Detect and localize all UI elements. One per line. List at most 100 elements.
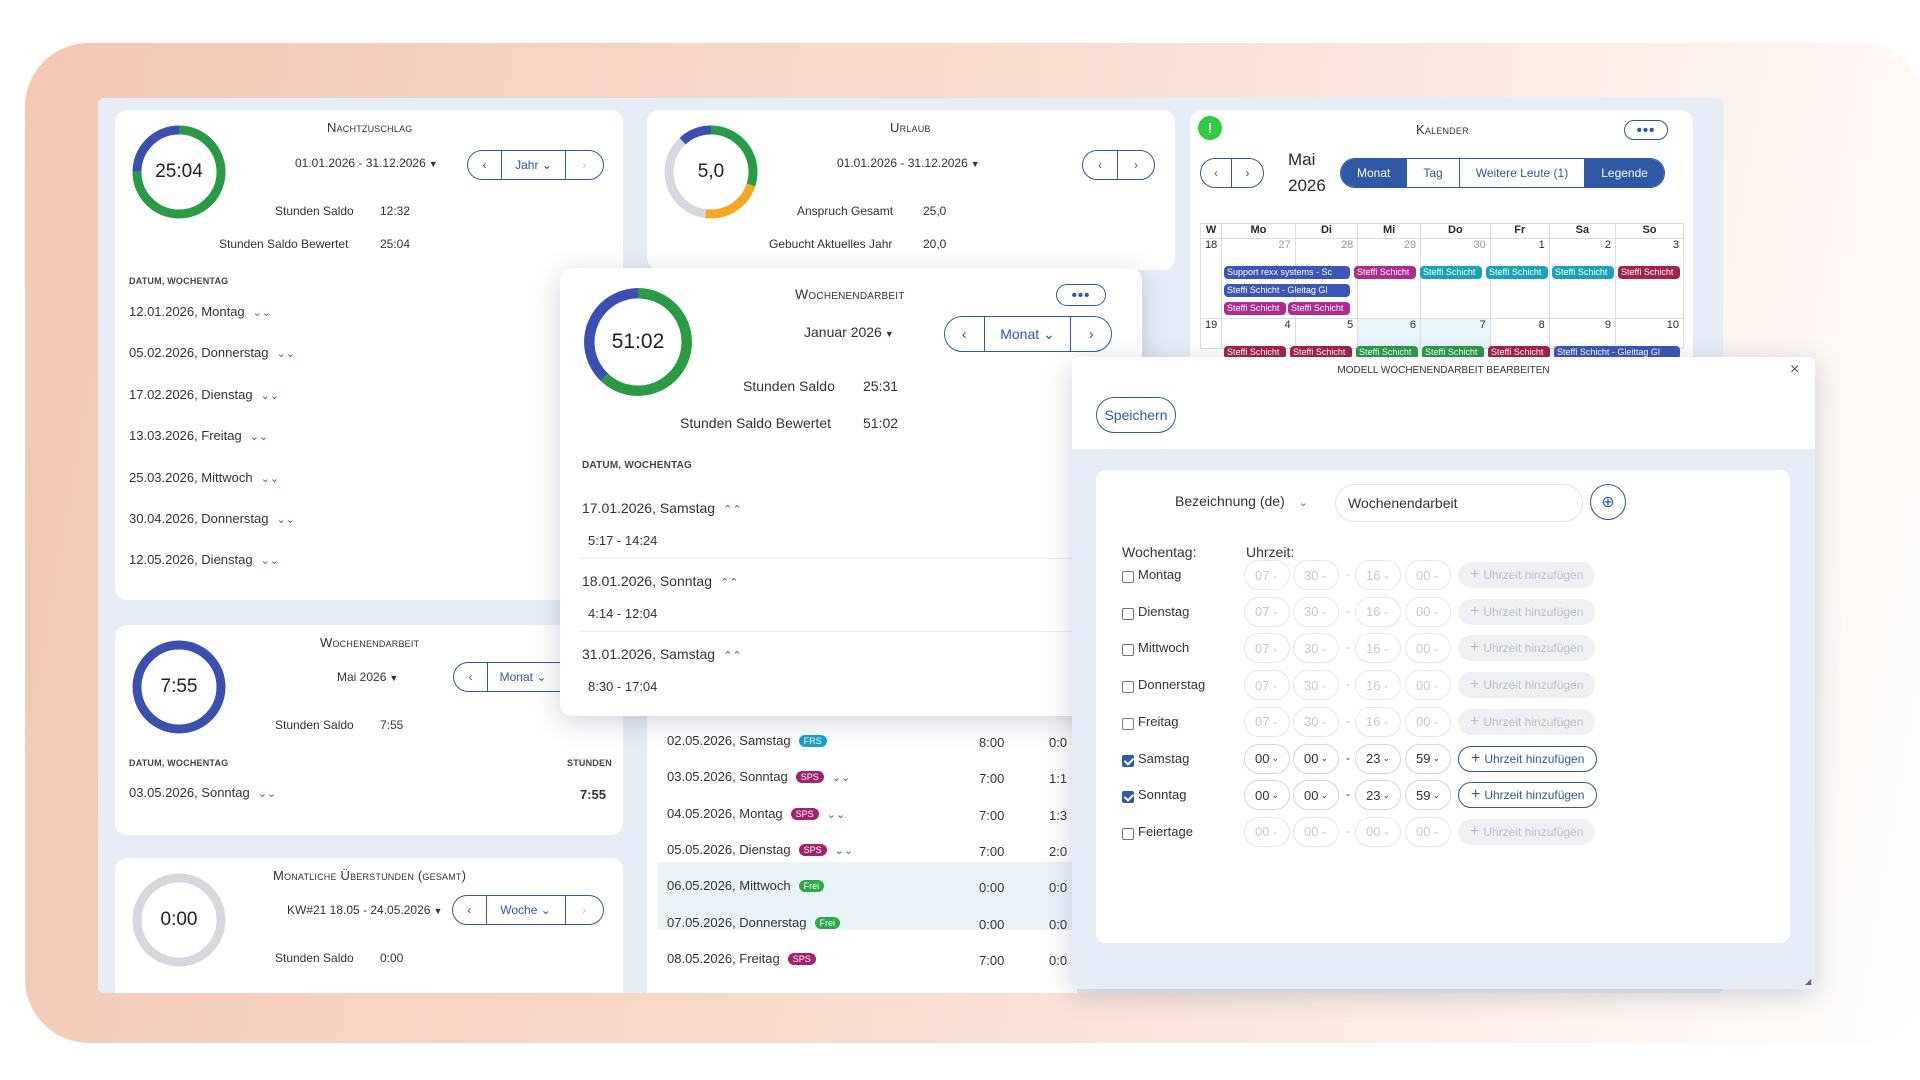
list-item[interactable]: 30.04.2026, Donnerstag ⌄⌄ — [129, 511, 295, 526]
add-time-button[interactable]: + Uhrzeit hinzufügen — [1458, 782, 1598, 809]
calendar-event[interactable]: Steffi Schicht — [1224, 346, 1286, 359]
list-item[interactable]: 07.05.2026, Donnerstag Frei — [667, 915, 840, 930]
tab-legende[interactable]: Legende — [1585, 159, 1664, 187]
close-icon[interactable]: × — [1790, 361, 1800, 378]
period-select[interactable]: Monat ⌄ — [985, 317, 1072, 351]
end-minute-select[interactable]: 00 ⌄ — [1405, 560, 1451, 590]
end-hour-select[interactable]: 16 ⌄ — [1355, 670, 1401, 701]
list-item[interactable]: 05.02.2026, Donnerstag ⌄⌄ — [129, 345, 295, 360]
start-hour-select[interactable]: 07 ⌄ — [1244, 633, 1290, 664]
checkbox-dienstag[interactable] — [1122, 607, 1134, 620]
tab-tag[interactable]: Tag — [1407, 159, 1460, 187]
calendar-day[interactable]: 7 — [1419, 318, 1491, 349]
end-hour-select[interactable]: 00 ⌄ — [1355, 816, 1401, 847]
prev-button[interactable]: ‹ — [453, 896, 487, 924]
add-time-button[interactable]: + Uhrzeit hinzufügen — [1458, 818, 1596, 845]
list-item[interactable]: 05.05.2026, Dienstag SPS ⌄⌄ — [667, 842, 853, 857]
prev-button[interactable]: ‹ — [468, 151, 502, 179]
start-minute-select[interactable]: 30 ⌄ — [1293, 596, 1339, 627]
list-item[interactable]: 31.01.2026, Samstag ⌃⌃ — [582, 646, 742, 662]
calendar-day[interactable]: 8 — [1489, 318, 1550, 349]
start-hour-select[interactable]: 07 ⌄ — [1244, 560, 1290, 590]
checkbox-donnerstag[interactable] — [1122, 681, 1134, 694]
end-minute-select[interactable]: 59 ⌄ — [1405, 743, 1451, 774]
period-select[interactable]: Jahr ⌄ — [502, 151, 566, 179]
start-minute-select[interactable]: 30 ⌄ — [1293, 670, 1339, 701]
list-item[interactable]: 18.01.2026, Sonntag ⌃⌃ — [582, 573, 738, 589]
end-minute-select[interactable]: 00 ⌄ — [1405, 670, 1451, 701]
checkbox-sonntag[interactable] — [1122, 791, 1134, 804]
checkbox-samstag[interactable] — [1122, 754, 1134, 767]
calendar-event[interactable]: Steffi Schicht — [1422, 346, 1484, 359]
calendar-day[interactable]: 9 — [1548, 318, 1616, 349]
calendar-day[interactable]: 6 — [1357, 318, 1421, 349]
add-time-button[interactable]: + Uhrzeit hinzufügen — [1458, 598, 1596, 625]
tab-monat[interactable]: Monat — [1341, 159, 1408, 187]
end-minute-select[interactable]: 00 ⌄ — [1405, 596, 1451, 627]
start-hour-select[interactable]: 00 ⌄ — [1244, 816, 1290, 847]
expand-icon[interactable]: ⌄⌄ — [834, 844, 854, 857]
end-hour-select[interactable]: 16 ⌄ — [1355, 596, 1401, 627]
expand-icon[interactable]: ⌄⌄ — [249, 431, 269, 444]
date-range-select[interactable]: Mai 2026 ▼ — [337, 670, 398, 684]
prev-button[interactable]: ‹ — [1201, 159, 1233, 187]
collapse-icon[interactable]: ⌃⌃ — [720, 577, 739, 589]
date-range-select[interactable]: KW#21 18.05 - 24.05.2026 ▼ — [287, 903, 442, 917]
calendar-event[interactable]: Steffi Schicht — [1290, 346, 1352, 359]
calendar-event[interactable]: Support rexx systems - Sc — [1224, 266, 1350, 279]
end-minute-select[interactable]: 00 ⌄ — [1405, 633, 1451, 664]
expand-icon[interactable]: ⌄⌄ — [260, 472, 280, 485]
period-select[interactable]: Monat ⌄ — [499, 670, 547, 684]
end-hour-select[interactable]: 16 ⌄ — [1355, 633, 1401, 664]
calendar-event[interactable]: Steffi Schicht — [1224, 302, 1286, 315]
add-time-button[interactable]: + Uhrzeit hinzufügen — [1458, 635, 1596, 662]
end-hour-select[interactable]: 23 ⌄ — [1355, 780, 1401, 811]
more-options-button[interactable]: ••• — [1624, 120, 1668, 140]
expand-icon[interactable]: ⌄⌄ — [257, 788, 277, 800]
list-item[interactable]: 06.05.2026, Mittwoch Frei — [667, 878, 825, 893]
list-item[interactable]: 03.05.2026, Sonntag SPS ⌄⌄ — [667, 769, 850, 784]
calendar-event[interactable]: Steffi Schicht — [1356, 346, 1418, 359]
calendar-event[interactable]: Steffi Schicht - Gleitag Gl — [1224, 284, 1350, 297]
list-item[interactable]: 02.05.2026, Samstag FRS — [667, 733, 827, 748]
add-time-button[interactable]: + Uhrzeit hinzufügen — [1458, 672, 1596, 699]
next-button[interactable]: › — [1245, 166, 1250, 180]
end-hour-select[interactable]: 16 ⌄ — [1355, 560, 1401, 590]
next-button[interactable]: › — [582, 903, 587, 917]
end-hour-select[interactable]: 16 ⌄ — [1355, 706, 1401, 737]
start-hour-select[interactable]: 07 ⌄ — [1244, 670, 1290, 701]
bezeichnung-input[interactable]: Wochenendarbeit — [1335, 484, 1583, 522]
list-item[interactable]: 04.05.2026, Montag SPS ⌄⌄ — [667, 806, 845, 821]
calendar-event[interactable]: Steffi Schicht — [1486, 266, 1548, 279]
save-button[interactable]: Speichern — [1096, 397, 1176, 433]
calendar-event[interactable]: Steffi Schicht — [1488, 346, 1550, 359]
end-hour-select[interactable]: 23 ⌄ — [1355, 743, 1401, 774]
resize-handle[interactable]: ◢ — [1805, 977, 1812, 986]
add-time-button[interactable]: + Uhrzeit hinzufügen — [1458, 708, 1596, 735]
add-time-button[interactable]: + Uhrzeit hinzufügen — [1458, 562, 1596, 588]
calendar-day[interactable]: 10 — [1614, 318, 1685, 349]
alert-icon[interactable]: ! — [1198, 116, 1222, 140]
expand-icon[interactable]: ⌄⌄ — [260, 389, 280, 402]
expand-icon[interactable]: ⌄⌄ — [252, 307, 272, 319]
calendar-day[interactable]: 5 — [1294, 318, 1359, 349]
start-hour-select[interactable]: 00 ⌄ — [1244, 780, 1290, 811]
end-minute-select[interactable]: 59 ⌄ — [1405, 780, 1451, 811]
date-range-select[interactable]: Januar 2026 ▼ — [804, 324, 894, 340]
bezeichnung-select[interactable]: Bezeichnung (de) ⌄ — [1175, 493, 1308, 509]
checkbox-freitag[interactable] — [1122, 717, 1134, 730]
next-button[interactable]: › — [582, 158, 587, 172]
start-minute-select[interactable]: 30 ⌄ — [1293, 560, 1339, 590]
end-minute-select[interactable]: 00 ⌄ — [1405, 706, 1451, 737]
start-minute-select[interactable]: 00 ⌄ — [1293, 780, 1339, 811]
end-minute-select[interactable]: 00 ⌄ — [1405, 816, 1451, 847]
calendar-day[interactable]: 4 — [1221, 318, 1296, 349]
date-range-select[interactable]: 01.01.2026 - 31.12.2026 ▼ — [295, 156, 438, 170]
start-hour-select[interactable]: 07 ⌄ — [1244, 706, 1290, 737]
collapse-icon[interactable]: ⌃⌃ — [723, 650, 742, 662]
prev-button[interactable]: ‹ — [945, 317, 985, 351]
period-select[interactable]: Woche ⌄ — [487, 896, 566, 924]
start-minute-select[interactable]: 30 ⌄ — [1293, 633, 1339, 664]
start-minute-select[interactable]: 00 ⌄ — [1293, 816, 1339, 847]
expand-icon[interactable]: ⌄⌄ — [826, 808, 846, 821]
